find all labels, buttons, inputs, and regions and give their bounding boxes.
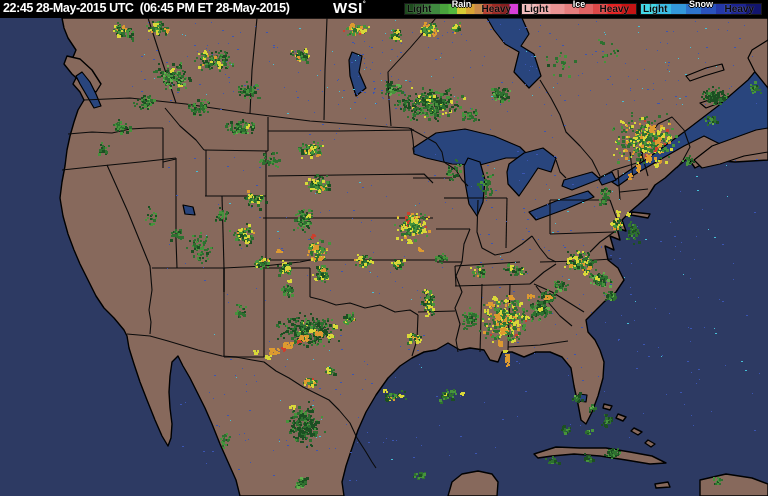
rain-legend: Light Rain Heavy [404,0,519,15]
ice-gradient-bar [521,3,637,15]
ice-label: Ice [572,0,586,9]
rain-light-label: Light [407,4,432,15]
snow-gradient-bar [640,3,762,15]
rain-gradient-bar [404,3,519,15]
snow-light-label: Light [643,4,668,15]
ice-legend: Light Ice Heavy [521,0,637,15]
header-bar: 22:45 28-May-2015 UTC (06:45 PM ET 28-Ma… [0,0,768,18]
timestamp: 22:45 28-May-2015 UTC (06:45 PM ET 28-Ma… [3,1,290,15]
snow-label: Snow [689,0,713,9]
snow-legend: Light Snow Heavy [640,0,762,15]
wsi-logo-mark: ° [362,1,367,8]
wsi-logo: WSI° [333,0,367,17]
rain-label: Rain [451,0,472,9]
ice-heavy-label: Heavy [599,4,629,15]
snow-heavy-label: Heavy [724,4,754,15]
ice-light-label: Light [524,4,549,15]
rain-heavy-label: Heavy [481,4,511,15]
